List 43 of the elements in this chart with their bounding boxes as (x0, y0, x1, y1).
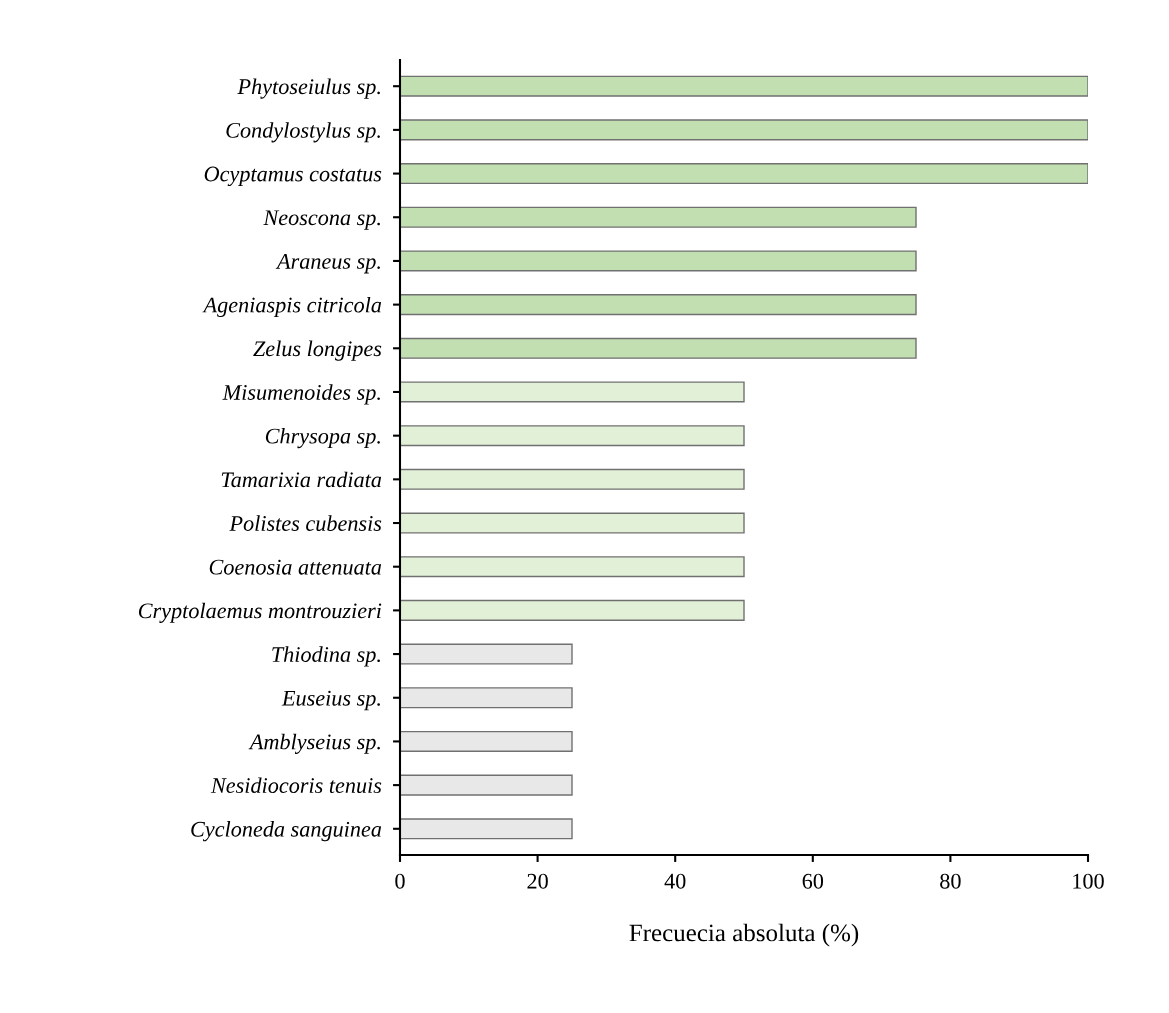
y-tick-label: Ageniaspis citricola (202, 296, 382, 318)
bar (400, 599, 745, 621)
y-tick-label: Neoscona sp. (263, 210, 380, 230)
x-axis-title: Frecuecia absoluta (%) (629, 923, 859, 947)
x-tick-label: 100 (1073, 873, 1104, 889)
x-tick-label: 20 (527, 873, 548, 889)
y-tick-label: Araneus sp. (275, 253, 380, 274)
bar (400, 294, 917, 316)
y-tick-label: Chrysopa sp. (265, 427, 380, 449)
y-tick-label: Euseius sp. (281, 690, 380, 711)
bar (400, 468, 745, 490)
y-tick-label: Cycloneda sanguinea (191, 821, 382, 842)
y-tick-label: Misumenoides sp. (222, 384, 380, 405)
x-tick-label: 40 (664, 873, 686, 889)
bar (400, 425, 745, 447)
y-tick-label: Ocyptamus costatus (204, 166, 382, 187)
x-tick-label: 80 (940, 873, 961, 889)
bar (400, 818, 573, 840)
bar (400, 163, 1088, 185)
x-tick-label: 0 (395, 873, 405, 889)
y-tick-label: Nesidiocoris tenuis (210, 777, 382, 794)
y-tick-label: Phytoseiulus sp. (237, 78, 380, 99)
bar (400, 687, 573, 709)
y-tick-label: Coenosia attenuata (209, 559, 382, 575)
y-tick-label: Zelus longipes (253, 340, 382, 361)
bar (400, 643, 573, 665)
x-tick-label: 60 (802, 873, 824, 889)
bar (400, 512, 745, 534)
y-tick-label: Condylostylus sp. (226, 122, 380, 143)
y-tick-label: Amblyseius sp. (248, 733, 380, 754)
bar (400, 206, 917, 228)
bar (400, 337, 917, 359)
bar (400, 75, 1088, 97)
y-tick-label: Cryptolaemus montrouzieri (138, 602, 382, 623)
bar (400, 774, 573, 796)
y-tick-label: Thiodina sp. (272, 646, 380, 667)
bar (400, 381, 745, 403)
y-tick-label: Tamarixia radiata (221, 471, 382, 488)
bar (400, 250, 917, 272)
bar (400, 730, 573, 752)
bar (400, 556, 745, 578)
y-tick-label: Polistes cubensis (229, 515, 382, 531)
bar (400, 119, 1088, 141)
